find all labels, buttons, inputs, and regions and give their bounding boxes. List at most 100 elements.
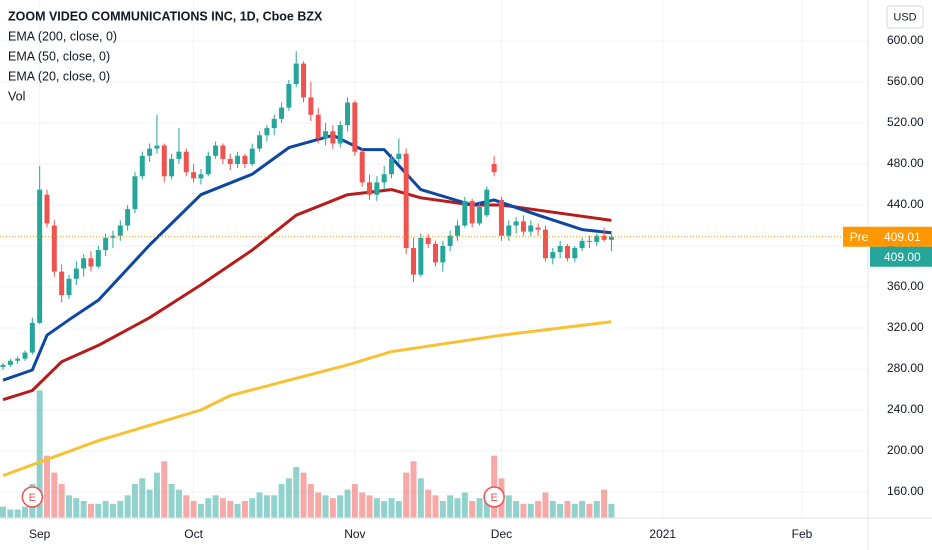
y-tick-label: 160.00: [887, 484, 924, 498]
volume-bar: [234, 503, 241, 518]
indicator-label: EMA (200, close, 0): [8, 29, 117, 43]
candle-body: [579, 240, 585, 249]
pre-tag: [843, 226, 876, 247]
candle-body: [418, 237, 424, 275]
volume-bar: [73, 498, 80, 518]
volume-bar: [542, 492, 549, 518]
x-tick-label: Dec: [491, 527, 512, 541]
candle-body: [337, 125, 343, 144]
volume-bar: [476, 498, 483, 518]
volume-bar: [579, 501, 586, 518]
volume-bar: [102, 501, 109, 518]
chart-title: ZOOM VIDEO COMMUNICATIONS INC, 1D, Cboe …: [8, 9, 323, 23]
volume-bar: [351, 484, 358, 518]
candles: [0, 51, 614, 370]
volume-bar: [307, 484, 314, 518]
volume-bar: [395, 501, 402, 518]
candle-body: [88, 258, 94, 267]
candle-body: [491, 163, 497, 173]
y-tick-label: 240.00: [887, 402, 924, 416]
volume-bar: [14, 509, 21, 518]
volume-bar: [256, 492, 263, 518]
candle-body: [330, 131, 336, 144]
volume-bar: [483, 495, 490, 518]
pre-tag-label: Pre: [850, 230, 869, 244]
volume-bar: [278, 484, 285, 518]
candle-body: [411, 248, 417, 275]
volume-bar: [300, 472, 307, 518]
candle-body: [37, 189, 43, 323]
candle-body: [110, 235, 116, 238]
pre-price-label: 409.01: [884, 230, 921, 244]
candle-body: [22, 352, 28, 359]
currency-label[interactable]: USD: [893, 11, 916, 23]
candle-body: [132, 176, 138, 210]
last-price-label: 409.00: [884, 250, 921, 264]
volume-bar: [183, 495, 190, 518]
candle-body: [323, 131, 329, 139]
candle-body: [542, 229, 548, 259]
y-tick-label: 480.00: [887, 156, 924, 170]
candle-body: [520, 221, 526, 232]
candle-body: [381, 174, 387, 183]
candle-body: [191, 172, 197, 179]
volume-bar: [403, 472, 410, 518]
volume-bar: [608, 503, 615, 518]
candle-body: [242, 155, 248, 164]
volume-bar: [87, 503, 94, 518]
candle-body: [205, 155, 211, 175]
x-tick-label: 2021: [649, 527, 676, 541]
candle-body: [315, 114, 321, 139]
volume-bar: [139, 478, 146, 518]
candle-body: [403, 153, 409, 249]
volume-bar: [571, 503, 578, 518]
candle-body: [352, 102, 358, 152]
volume-bar: [344, 489, 351, 518]
volume-bar: [124, 495, 131, 518]
x-tick-label: Nov: [344, 527, 365, 541]
candle-body: [7, 360, 13, 365]
candle-body: [454, 225, 460, 236]
earnings-badge: [483, 486, 505, 508]
y-tick-label: 440.00: [887, 197, 924, 211]
candle-body: [95, 250, 101, 267]
volume-bar: [527, 503, 534, 518]
candle-body: [0, 364, 6, 367]
indicator-label: Vol: [8, 89, 25, 103]
candle-body: [271, 118, 277, 129]
y-tick-label: 520.00: [887, 115, 924, 129]
candle-body: [367, 182, 373, 195]
volume-bar: [175, 489, 182, 518]
volume-bar: [469, 501, 476, 518]
candle-body: [484, 189, 490, 216]
volume-bar: [0, 506, 7, 518]
currency-button[interactable]: [886, 5, 924, 29]
ema-line: [2, 320, 612, 478]
candle-body: [279, 107, 285, 119]
candle-body: [103, 237, 109, 251]
volume-bar: [373, 498, 380, 518]
candle-body: [59, 271, 65, 296]
volume-bar: [388, 498, 395, 518]
volume-bar: [425, 489, 432, 518]
candle-body: [359, 151, 365, 183]
candle-body: [264, 128, 270, 136]
candle-body: [286, 84, 292, 108]
volume-bar: [366, 495, 373, 518]
candle-body: [425, 237, 431, 244]
candle-body: [594, 235, 600, 242]
candle-body: [154, 145, 160, 149]
candle-body: [147, 148, 153, 156]
volume-bar: [197, 503, 204, 518]
candle-body: [161, 145, 167, 177]
candle-body: [476, 207, 482, 224]
volume-bar: [601, 489, 608, 518]
volume-bar: [432, 495, 439, 518]
volume-bar: [36, 390, 43, 518]
volume-bar: [513, 501, 520, 518]
y-tick-label: 200.00: [887, 443, 924, 457]
candle-body: [301, 63, 307, 98]
volume-bar: [381, 501, 388, 518]
volume-bar: [241, 501, 248, 518]
